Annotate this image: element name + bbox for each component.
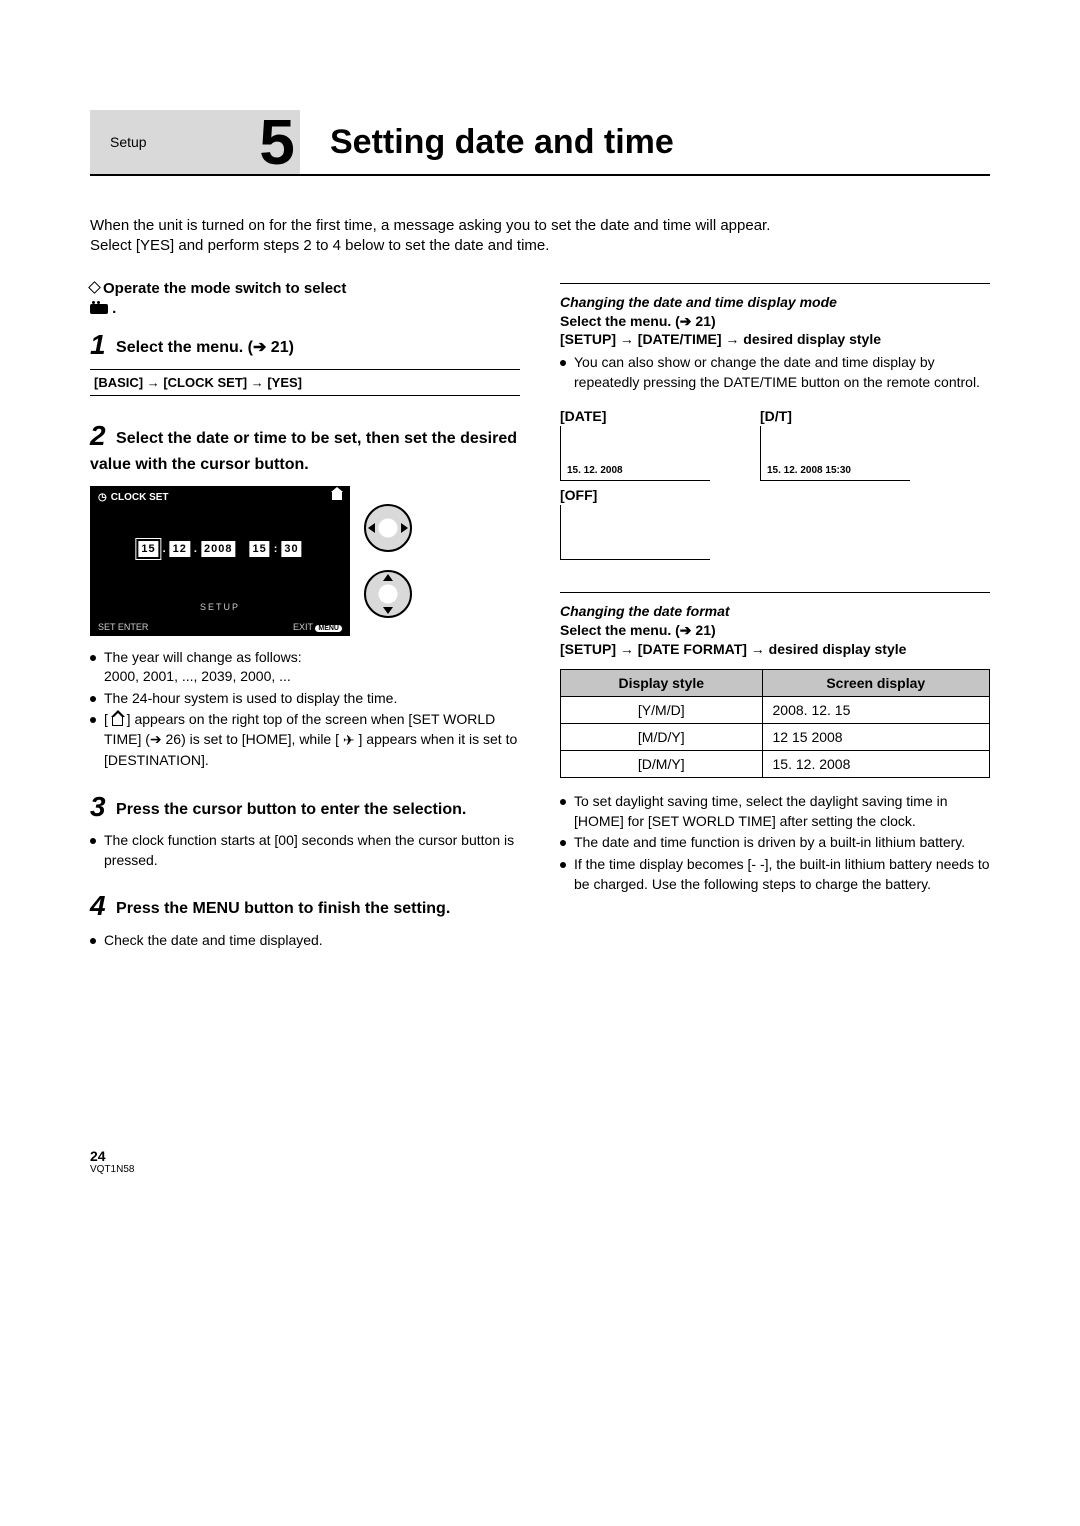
step-2-title: Select the date or time to be set, then … [90, 430, 517, 472]
table-header-display: Screen display [762, 670, 989, 697]
step2-bullet-2: The 24-hour system is used to display th… [90, 689, 520, 709]
note-3: If the time display becomes [- -], the b… [560, 855, 990, 894]
off-mode-label: [OFF] [560, 487, 990, 503]
dt-mode-value: 15. 12. 2008 15:30 [767, 465, 851, 476]
table-row: [Y/M/D] 2008. 12. 15 [561, 697, 990, 724]
clock-icon: ◷ [98, 492, 107, 503]
off-mode-box [560, 505, 710, 560]
page-header: Setup 5 Setting date and time [90, 110, 990, 176]
table-row: [M/D/Y] 12 15 2008 [561, 724, 990, 751]
date-mode-label: [DATE] [560, 408, 710, 424]
date-mode-value: 15. 12. 2008 [567, 465, 623, 476]
changing-display-bullet: You can also show or change the date and… [560, 353, 990, 392]
step-2: 2 Select the date or time to be set, the… [90, 418, 520, 770]
lcd-set-enter: SET ENTER [98, 622, 148, 632]
note-1: To set daylight saving time, select the … [560, 792, 990, 831]
section-label: Setup [90, 110, 260, 174]
step-1-number: 1 [90, 329, 106, 360]
changing-format-path: [SETUP] → [DATE FORMAT] → desired displa… [560, 640, 990, 659]
changing-display-path: [SETUP] → [DATE/TIME] → desired display … [560, 330, 990, 349]
changing-display-title: Changing the date and time display mode [560, 294, 990, 310]
date-mode-box: 15. 12. 2008 [560, 426, 710, 481]
operate-instruction: Operate the mode switch to select . [90, 279, 520, 320]
lcd-title: CLOCK SET [111, 492, 169, 503]
dt-mode-box: 15. 12. 2008 15:30 [760, 426, 910, 481]
section-number: 5 [260, 110, 300, 174]
diamond-bullet-icon [88, 281, 101, 294]
page-title: Setting date and time [300, 110, 674, 174]
plane-icon: ✈ [343, 731, 355, 751]
cursor-horizontal-icon [364, 504, 412, 552]
lcd-hour: 15 [249, 541, 269, 557]
step2-bullet-1: The year will change as follows: 2000, 2… [90, 648, 520, 687]
page-number: 24 [90, 1148, 990, 1164]
menu-path-box: [BASIC] → [CLOCK SET] → [YES] [90, 369, 520, 396]
dt-mode-label: [D/T] [760, 408, 910, 424]
camera-mode-icon [90, 304, 108, 314]
step-3: 3 Press the cursor button to enter the s… [90, 789, 520, 871]
lcd-setup-label: SETUP [90, 602, 350, 612]
step-3-title: Press the cursor button to enter the sel… [116, 801, 466, 818]
right-column: Changing the date and time display mode … [560, 279, 990, 969]
lcd-minute: 30 [281, 541, 301, 557]
step-4-title: Press the MENU button to finish the sett… [116, 900, 450, 917]
cursor-vertical-icon [364, 570, 412, 618]
table-header-style: Display style [561, 670, 763, 697]
step4-bullet: Check the date and time displayed. [90, 931, 520, 951]
lcd-year: 2008 [201, 541, 235, 557]
lcd-day: 15 [138, 541, 158, 557]
intro-line-1: When the unit is turned on for the first… [90, 217, 770, 234]
operate-text: Operate the mode switch to select [103, 280, 346, 297]
left-column: Operate the mode switch to select . 1 Se… [90, 279, 520, 969]
lcd-screenshot: ◷ CLOCK SET 15 . 12 . 2008 15 [90, 486, 350, 636]
lcd-menu-pill: MENU [315, 625, 342, 632]
lcd-exit: EXIT [293, 622, 313, 632]
step2-bullet-3: [ ] appears on the right top of the scre… [90, 710, 520, 770]
page-footer: 24 VQT1N58 [90, 1148, 990, 1175]
step-3-number: 3 [90, 791, 106, 822]
step3-bullet: The clock function starts at [00] second… [90, 831, 520, 870]
home-icon [332, 492, 342, 500]
table-row: [D/M/Y] 15. 12. 2008 [561, 751, 990, 778]
operate-suffix: . [112, 300, 116, 317]
lcd-month: 12 [170, 541, 190, 557]
note-2: The date and time function is driven by … [560, 833, 990, 853]
home-outline-icon [112, 717, 123, 726]
intro-text: When the unit is turned on for the first… [90, 216, 990, 257]
document-code: VQT1N58 [90, 1164, 990, 1175]
changing-format-title: Changing the date format [560, 603, 990, 619]
date-format-table: Display style Screen display [Y/M/D] 200… [560, 669, 990, 778]
changing-format-select: Select the menu. (➔ 21) [560, 621, 990, 640]
step-4: 4 Press the MENU button to finish the se… [90, 888, 520, 950]
step-2-number: 2 [90, 420, 106, 451]
step-1: 1 Select the menu. (➔ 21) [BASIC] → [CLO… [90, 327, 520, 396]
intro-line-2: Select [YES] and perform steps 2 to 4 be… [90, 237, 549, 254]
step-4-number: 4 [90, 890, 106, 921]
changing-display-select: Select the menu. (➔ 21) [560, 312, 990, 331]
step-1-title: Select the menu. (➔ 21) [116, 339, 294, 356]
